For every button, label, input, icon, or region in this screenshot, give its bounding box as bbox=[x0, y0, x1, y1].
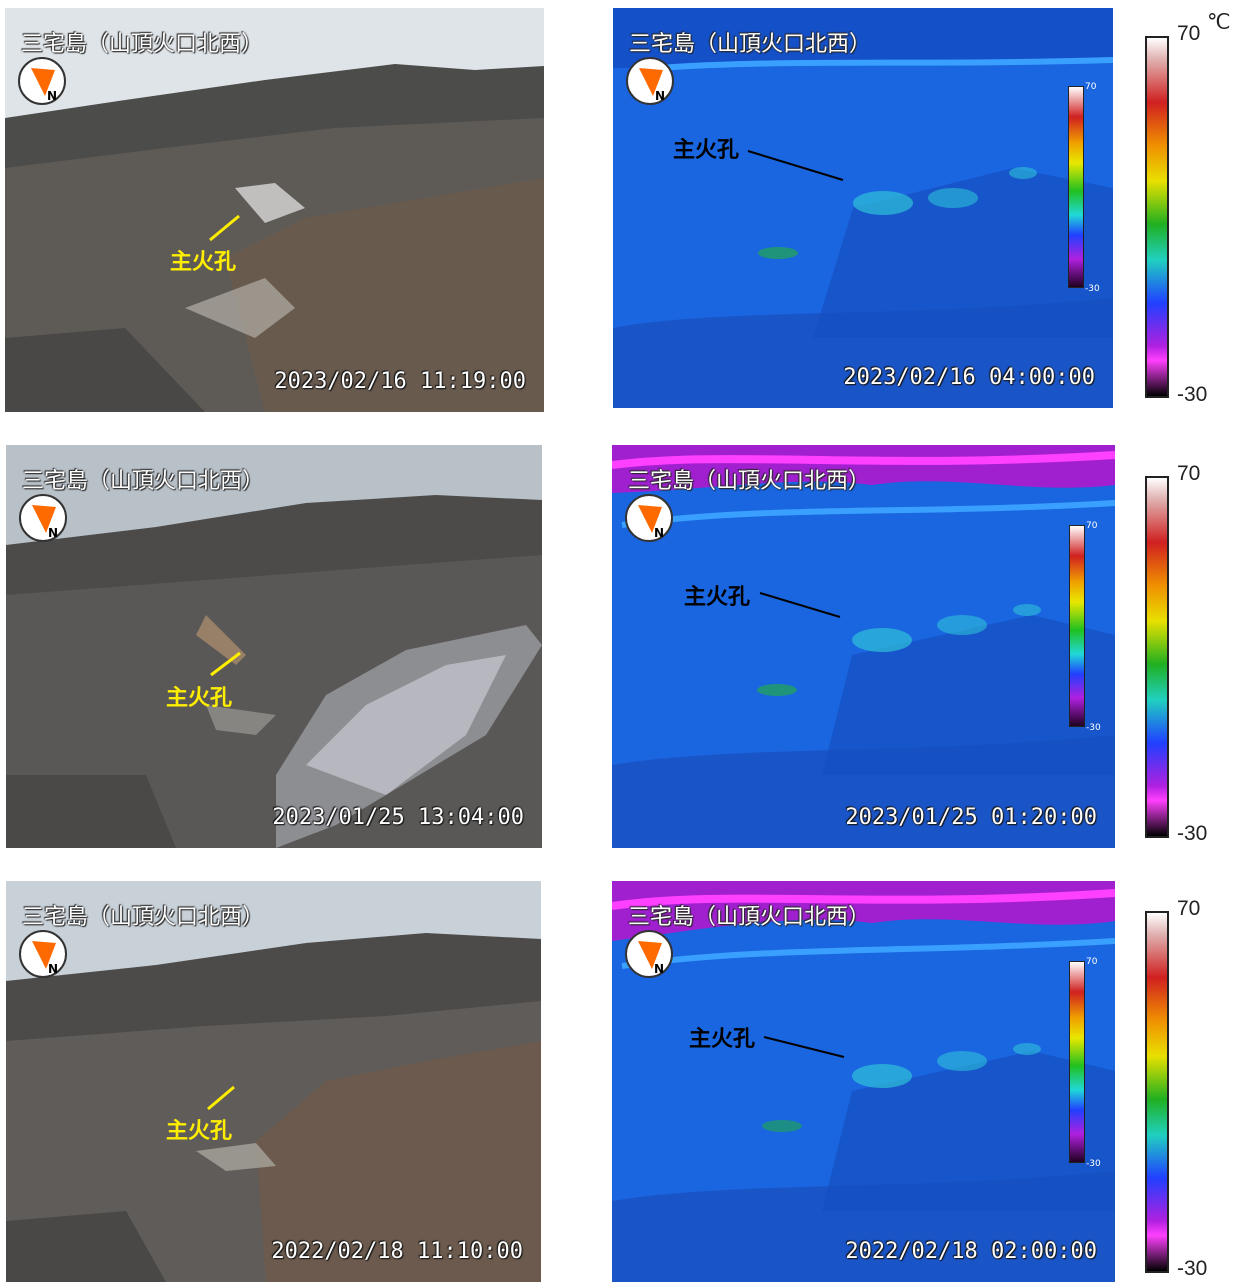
visible-timestamp: 2022/02/18 11:10:00 bbox=[271, 1239, 523, 1264]
inner-scale-max: 70 bbox=[1086, 521, 1098, 531]
visible-image-1: 三宅島（山頂火口北西） N 主火孔 2023/02/16 11:19:00 bbox=[5, 8, 544, 412]
inner-scale-max: 70 bbox=[1086, 957, 1098, 967]
camera-title: 三宅島（山頂火口北西） bbox=[628, 905, 871, 930]
vent-label: 主火孔 bbox=[166, 686, 233, 711]
compass-north-icon: N bbox=[625, 494, 673, 542]
inner-color-scale bbox=[1069, 961, 1085, 1163]
colorbar-unit: ℃ bbox=[1207, 11, 1231, 34]
svg-text:N: N bbox=[48, 962, 58, 976]
vent-label: 主火孔 bbox=[689, 1027, 756, 1052]
visible-timestamp: 2023/02/16 11:19:00 bbox=[274, 369, 526, 394]
svg-text:N: N bbox=[654, 526, 664, 540]
colorbar-min: -30 bbox=[1177, 383, 1208, 406]
colorbar-max: 70 bbox=[1177, 462, 1201, 485]
thermal-photo-2 bbox=[612, 445, 1115, 848]
thermal-image-2: 三宅島（山頂火口北西） N 主火孔 70 -30 2023/01/25 01:2… bbox=[612, 445, 1115, 848]
compass-north-icon: N bbox=[625, 930, 673, 978]
vent-label: 主火孔 bbox=[166, 1119, 233, 1144]
crater-photo-3 bbox=[6, 881, 541, 1282]
svg-text:N: N bbox=[47, 89, 57, 103]
colorbar-max: 70 bbox=[1177, 22, 1201, 45]
inner-scale-min: -30 bbox=[1085, 284, 1100, 294]
thermal-image-3: 三宅島（山頂火口北西） N 主火孔 70 -30 2022/02/18 02:0… bbox=[612, 881, 1115, 1282]
colorbar-min: -30 bbox=[1177, 822, 1208, 845]
camera-title: 三宅島（山頂火口北西） bbox=[21, 32, 264, 57]
temperature-colorbar bbox=[1145, 911, 1169, 1273]
thermal-timestamp: 2023/01/25 01:20:00 bbox=[845, 805, 1097, 830]
visible-image-2: 三宅島（山頂火口北西） N 主火孔 2023/01/25 13:04:00 bbox=[6, 445, 542, 848]
svg-text:N: N bbox=[654, 962, 664, 976]
camera-title: 三宅島（山頂火口北西） bbox=[629, 32, 872, 57]
thermal-photo-3 bbox=[612, 881, 1115, 1282]
crater-photo-2 bbox=[6, 445, 542, 848]
inner-scale-min: -30 bbox=[1086, 723, 1101, 733]
inner-color-scale bbox=[1069, 525, 1085, 727]
temperature-colorbar bbox=[1145, 36, 1169, 398]
visible-image-3: 三宅島（山頂火口北西） N 主火孔 2022/02/18 11:10:00 bbox=[6, 881, 541, 1282]
vent-label: 主火孔 bbox=[684, 585, 751, 610]
camera-title: 三宅島（山頂火口北西） bbox=[22, 905, 265, 930]
inner-scale-min: -30 bbox=[1086, 1159, 1101, 1169]
inner-scale-max: 70 bbox=[1085, 82, 1097, 92]
vent-label: 主火孔 bbox=[170, 250, 237, 275]
vent-label: 主火孔 bbox=[673, 138, 740, 163]
thermal-image-1: 三宅島（山頂火口北西） N 主火孔 70 -30 2023/02/16 04:0… bbox=[613, 8, 1113, 408]
svg-text:N: N bbox=[655, 89, 665, 103]
thermal-timestamp: 2023/02/16 04:00:00 bbox=[843, 365, 1095, 390]
colorbar-max: 70 bbox=[1177, 897, 1201, 920]
inner-color-scale bbox=[1068, 86, 1084, 288]
camera-title: 三宅島（山頂火口北西） bbox=[22, 469, 265, 494]
temperature-colorbar bbox=[1145, 476, 1169, 838]
compass-north-icon: N bbox=[19, 930, 67, 978]
compass-north-icon: N bbox=[19, 494, 67, 542]
thermal-photo-1 bbox=[613, 8, 1113, 408]
camera-title: 三宅島（山頂火口北西） bbox=[628, 469, 871, 494]
svg-text:N: N bbox=[48, 526, 58, 540]
crater-photo-1 bbox=[5, 8, 544, 412]
visible-timestamp: 2023/01/25 13:04:00 bbox=[272, 805, 524, 830]
compass-north-icon: N bbox=[18, 57, 66, 105]
compass-north-icon: N bbox=[626, 57, 674, 105]
thermal-timestamp: 2022/02/18 02:00:00 bbox=[845, 1239, 1097, 1264]
colorbar-min: -30 bbox=[1177, 1257, 1208, 1280]
